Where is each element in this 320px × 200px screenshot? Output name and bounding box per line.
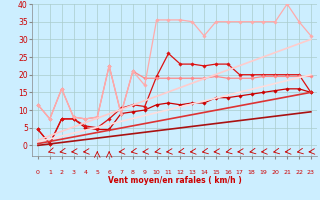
X-axis label: Vent moyen/en rafales ( km/h ): Vent moyen/en rafales ( km/h ) [108, 176, 241, 185]
